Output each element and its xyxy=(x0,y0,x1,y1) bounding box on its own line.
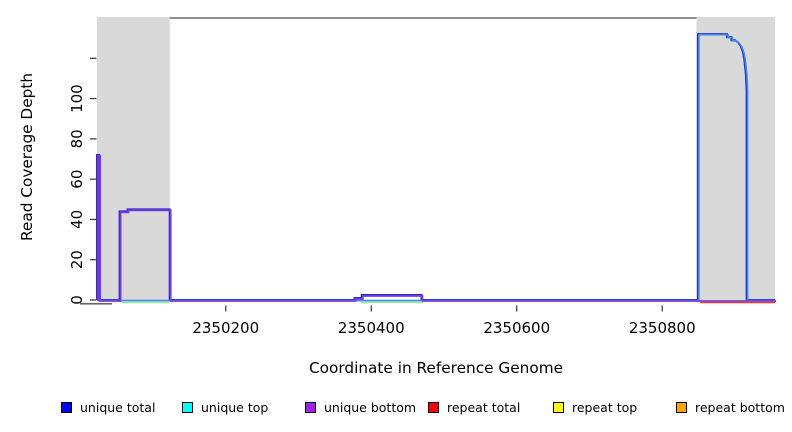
shaded-region xyxy=(696,17,775,300)
series-unique-bottom xyxy=(97,155,776,302)
legend-swatch-unique-bottom xyxy=(305,402,316,413)
legend-swatch-unique-top xyxy=(182,402,193,413)
legend: unique total unique top unique bottom re… xyxy=(0,400,792,424)
x-tick-label: 2350400 xyxy=(338,319,405,337)
legend-item-repeat-total: repeat total xyxy=(428,400,520,415)
legend-label: repeat bottom xyxy=(695,400,785,415)
x-tick-label: 2350200 xyxy=(192,319,259,337)
legend-item-unique-bottom: unique bottom xyxy=(305,400,416,415)
legend-label: repeat top xyxy=(572,400,638,415)
legend-swatch-repeat-total xyxy=(428,402,439,413)
x-tick-label: 2350600 xyxy=(483,319,550,337)
legend-label: repeat total xyxy=(447,400,521,415)
series-unique-total xyxy=(96,33,775,301)
y-axis-label: Read Coverage Depth xyxy=(18,72,36,242)
legend-label: unique total xyxy=(80,400,156,415)
legend-label: unique bottom xyxy=(324,400,417,415)
x-tick-label: 2350800 xyxy=(629,319,696,337)
y-tick-label: 20 xyxy=(68,250,86,269)
legend-label: unique top xyxy=(201,400,269,415)
legend-item-repeat-top: repeat top xyxy=(553,400,637,415)
y-tick-label: 60 xyxy=(68,170,86,189)
legend-swatch-repeat-top xyxy=(553,402,564,413)
legend-swatch-unique-total xyxy=(61,402,72,413)
legend-item-repeat-bottom: repeat bottom xyxy=(676,400,785,415)
legend-item-unique-total: unique total xyxy=(61,400,155,415)
y-tick-label: 40 xyxy=(68,210,86,229)
series-unique-top xyxy=(98,33,776,302)
y-tick-label: 80 xyxy=(68,129,86,148)
legend-item-unique-top: unique top xyxy=(182,400,268,415)
y-tick-label: 0 xyxy=(68,295,86,305)
shaded-region xyxy=(97,17,170,300)
x-axis-label: Coordinate in Reference Genome xyxy=(308,359,564,377)
legend-swatch-repeat-bottom xyxy=(676,402,687,413)
y-tick-label: 100 xyxy=(68,84,86,113)
